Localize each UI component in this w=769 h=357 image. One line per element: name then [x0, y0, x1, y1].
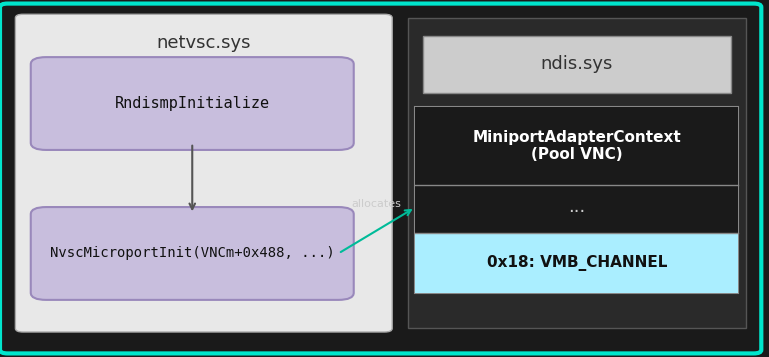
- FancyBboxPatch shape: [408, 18, 746, 328]
- Text: RndismpInitialize: RndismpInitialize: [115, 96, 270, 111]
- FancyBboxPatch shape: [0, 4, 761, 353]
- FancyBboxPatch shape: [415, 181, 738, 233]
- FancyBboxPatch shape: [415, 107, 738, 185]
- Text: ndis.sys: ndis.sys: [541, 55, 613, 73]
- Text: allocates: allocates: [352, 199, 401, 209]
- FancyBboxPatch shape: [415, 233, 738, 293]
- Text: MiniportAdapterContext
(Pool VNC): MiniportAdapterContext (Pool VNC): [472, 130, 681, 162]
- FancyBboxPatch shape: [415, 107, 738, 293]
- FancyBboxPatch shape: [423, 36, 731, 93]
- Text: ...: ...: [568, 198, 585, 216]
- FancyBboxPatch shape: [15, 14, 392, 332]
- Text: 0x18: VMB_CHANNEL: 0x18: VMB_CHANNEL: [487, 255, 667, 271]
- Text: netvsc.sys: netvsc.sys: [157, 34, 251, 52]
- FancyBboxPatch shape: [31, 207, 354, 300]
- FancyBboxPatch shape: [31, 57, 354, 150]
- Text: NvscMicroportInit(VNCm+0x488, ...): NvscMicroportInit(VNCm+0x488, ...): [50, 246, 335, 261]
